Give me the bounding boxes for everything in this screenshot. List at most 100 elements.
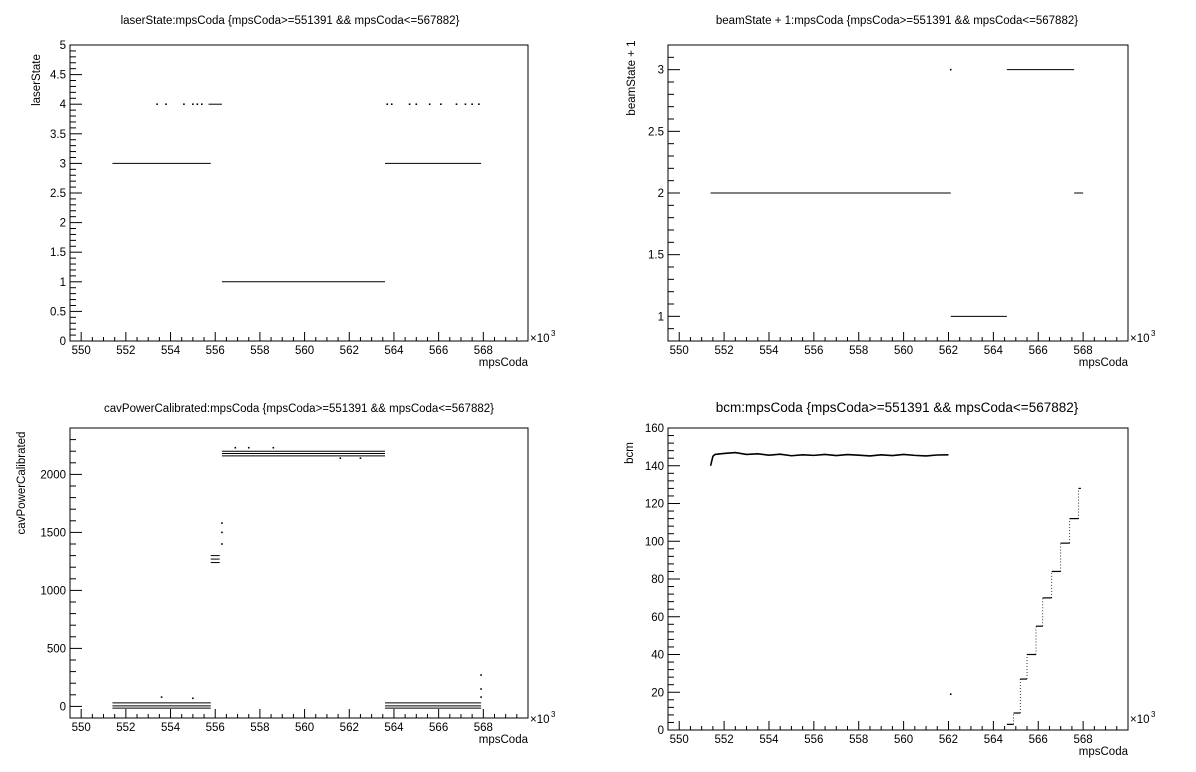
x-axis-label: mpsCoda [479, 357, 529, 369]
data-point [408, 103, 411, 105]
data-point [221, 531, 223, 534]
x-tick-label: 566 [1029, 345, 1048, 357]
data-point [471, 103, 473, 105]
x-multiplier: ×10 [1130, 333, 1150, 345]
x-tick-label: 566 [429, 722, 448, 734]
y-tick-label: 2.5 [50, 188, 66, 200]
data-point [339, 457, 342, 459]
y-axis-label: cavPowerCalibrated [16, 432, 28, 535]
y-tick-label: 2000 [40, 469, 66, 481]
x-tick-label: 552 [116, 722, 135, 734]
y-tick-label: 0 [60, 336, 66, 348]
plot-frame [69, 44, 529, 342]
x-tick-label: 560 [894, 345, 913, 357]
x-tick-label: 552 [715, 734, 734, 746]
y-tick-label: 100 [645, 536, 664, 548]
chart-title: laserState:mpsCoda {mpsCoda>=551391 && m… [121, 15, 460, 27]
x-axis-label: mpsCoda [479, 734, 529, 746]
x-tick-label: 554 [161, 345, 181, 357]
y-tick-label: 3.5 [50, 129, 66, 141]
y-tick-label: 2.5 [648, 126, 664, 138]
y-tick-label: 3 [658, 65, 664, 77]
data-point [428, 103, 431, 105]
y-tick-label: 1000 [40, 585, 66, 597]
data-point [160, 696, 163, 698]
y-tick-label: 20 [651, 687, 664, 699]
x-tick-label: 558 [250, 345, 269, 357]
y-tick-label: 40 [651, 650, 664, 662]
x-multiplier: ×10 [530, 333, 550, 345]
x-tick-label: 560 [295, 345, 314, 357]
x-tick-label: 562 [340, 345, 359, 357]
x-tick-label: 564 [384, 345, 404, 357]
x-tick-label: 550 [670, 734, 689, 746]
x-tick-label: 566 [429, 345, 448, 357]
x-axis-label: mpsCoda [1079, 746, 1129, 758]
data-point [455, 103, 458, 105]
bcm-panel: bcm:mpsCoda {mpsCoda>=551391 && mpsCoda<… [624, 400, 1156, 758]
x-tick-label: 566 [1029, 734, 1048, 746]
y-tick-label: 3 [60, 158, 66, 170]
y-tick-label: 4 [60, 99, 67, 111]
data-point [192, 103, 194, 105]
x-tick-label: 558 [849, 345, 868, 357]
x-tick-label: 564 [384, 722, 404, 734]
x-tick-label: 568 [1074, 734, 1093, 746]
y-tick-label: 5 [60, 40, 66, 52]
data-point [464, 103, 467, 105]
x-tick-label: 550 [670, 345, 689, 357]
x-tick-label: 554 [759, 734, 779, 746]
y-axis-label: beamState + 1 [626, 40, 638, 115]
data-point [221, 522, 223, 524]
data-point [480, 696, 482, 698]
data-point [440, 103, 442, 105]
data-point [201, 103, 203, 105]
y-tick-label: 160 [645, 423, 664, 435]
data-point [156, 103, 158, 105]
plot-frame [667, 427, 1129, 731]
data-point [390, 103, 393, 105]
x-tick-label: 556 [804, 734, 823, 746]
y-tick-label: 0 [60, 701, 66, 713]
x-tick-label: 552 [116, 345, 135, 357]
x-tick-label: 560 [894, 734, 913, 746]
x-axis-label: mpsCoda [1079, 357, 1129, 369]
data-point [949, 68, 952, 71]
x-multiplier-exponent: 3 [1151, 710, 1156, 719]
data-point [192, 697, 194, 700]
chart-title: beamState + 1:mpsCoda {mpsCoda>=551391 &… [716, 15, 1078, 27]
cav-power-panel: cavPowerCalibrated:mpsCoda {mpsCoda>=551… [16, 403, 556, 746]
x-tick-label: 562 [939, 345, 958, 357]
x-multiplier-exponent: 3 [1151, 329, 1156, 338]
x-tick-label: 550 [72, 345, 91, 357]
data-point [234, 446, 237, 449]
x-tick-label: 568 [1074, 345, 1093, 357]
y-tick-label: 140 [645, 461, 664, 473]
x-multiplier-exponent: 3 [551, 329, 556, 338]
x-tick-label: 556 [804, 345, 823, 357]
data-point [480, 688, 482, 690]
data-point [949, 693, 952, 695]
y-tick-label: 1.5 [50, 247, 66, 259]
y-tick-label: 1 [60, 277, 66, 289]
data-point [359, 457, 362, 459]
y-tick-label: 60 [651, 612, 664, 624]
y-tick-label: 80 [651, 574, 664, 586]
x-tick-label: 556 [206, 722, 225, 734]
x-tick-label: 564 [984, 345, 1004, 357]
y-tick-label: 2 [60, 218, 66, 230]
data-point [386, 103, 389, 105]
chart-title: cavPowerCalibrated:mpsCoda {mpsCoda>=551… [104, 403, 494, 415]
data-point [272, 446, 275, 449]
data-point [221, 543, 223, 545]
x-tick-label: 554 [161, 722, 181, 734]
x-tick-label: 568 [474, 722, 493, 734]
y-tick-label: 1500 [40, 527, 66, 539]
y-tick-label: 1.5 [648, 250, 664, 262]
data-line [709, 451, 949, 466]
x-tick-label: 558 [250, 722, 269, 734]
x-multiplier: ×10 [1130, 714, 1150, 726]
plot-frame [69, 427, 529, 719]
x-tick-label: 556 [206, 345, 225, 357]
